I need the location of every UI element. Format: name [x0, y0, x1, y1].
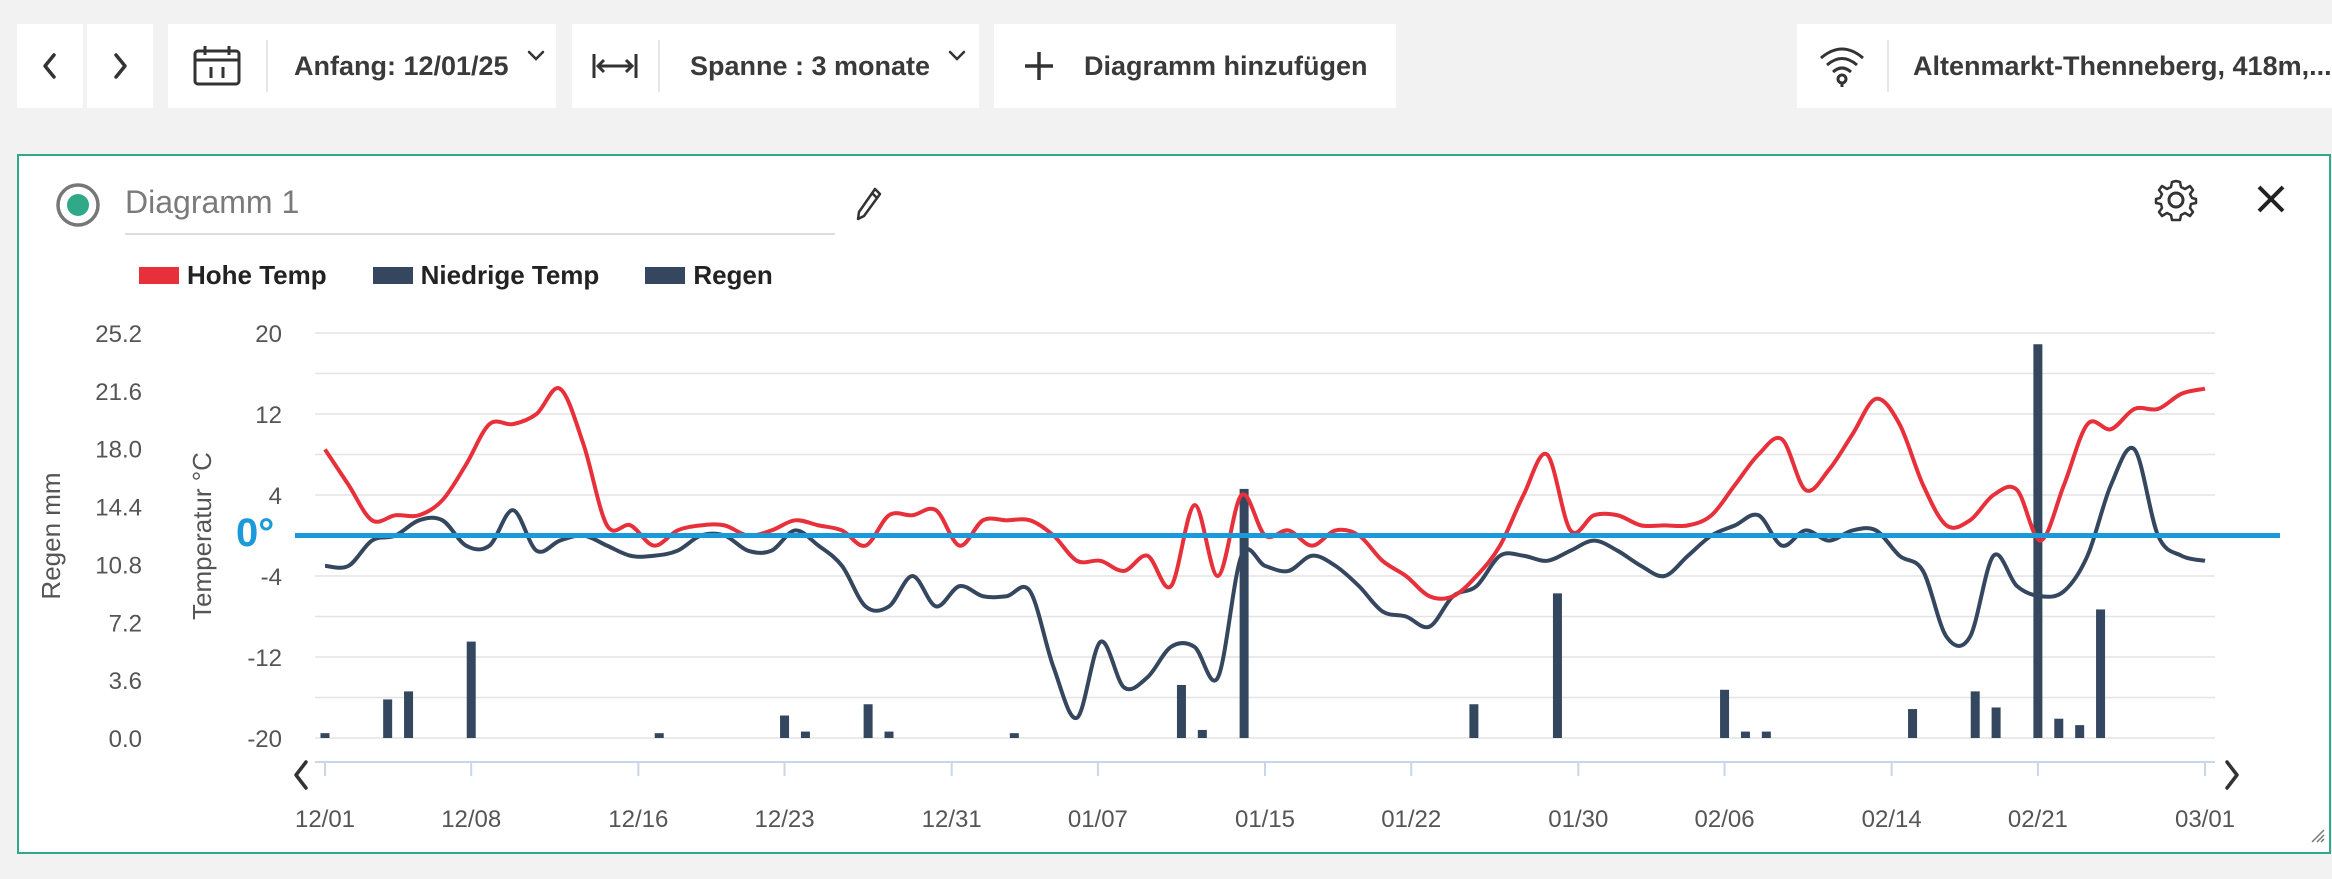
- legend-item-high[interactable]: Hohe Temp: [139, 260, 327, 291]
- close-icon[interactable]: [2256, 184, 2286, 219]
- divider: [658, 40, 660, 92]
- chart-panel: Diagramm 1 Hohe Temp Niedrige Temp Regen: [17, 154, 2331, 854]
- plus-icon: [994, 49, 1084, 83]
- legend-label-rain: Regen: [693, 260, 773, 290]
- settings-gear-icon[interactable]: [2154, 178, 2198, 227]
- chart-legend: Hohe Temp Niedrige Temp Regen: [139, 260, 819, 291]
- legend-item-low[interactable]: Niedrige Temp: [372, 260, 600, 291]
- calendar-icon: [168, 45, 266, 87]
- start-date-label: Anfang: 12/01/25: [294, 50, 509, 81]
- next-button[interactable]: [87, 24, 153, 108]
- legend-label-low: Niedrige Temp: [420, 260, 600, 290]
- divider: [1887, 40, 1889, 92]
- legend-item-rain[interactable]: Regen: [645, 260, 773, 291]
- span-label: Spanne : 3 monate: [690, 50, 931, 81]
- legend-label-high: Hohe Temp: [187, 260, 327, 290]
- legend-swatch-high: [139, 267, 179, 284]
- chevron-down-icon: [527, 50, 545, 62]
- pencil-icon[interactable]: [855, 186, 883, 227]
- station-selector[interactable]: Altenmarkt-Thenneberg, 418m,...: [1797, 24, 2332, 108]
- legend-swatch-rain: [645, 267, 686, 284]
- wifi-location-icon: [1797, 44, 1887, 88]
- scroll-left-arrow[interactable]: [294, 760, 308, 790]
- chevron-down-icon: [948, 50, 966, 62]
- span-picker[interactable]: Spanne : 3 monate: [572, 24, 979, 108]
- width-arrows-icon: [572, 51, 658, 81]
- chevron-right-icon: [110, 52, 130, 80]
- station-label: Altenmarkt-Thenneberg, 418m,...: [1913, 50, 2332, 81]
- resize-handle-icon[interactable]: [2309, 827, 2325, 848]
- chart-title-input[interactable]: Diagramm 1: [125, 184, 835, 235]
- chevron-left-icon: [40, 52, 60, 80]
- active-radio[interactable]: [55, 182, 101, 233]
- divider: [266, 40, 268, 92]
- add-chart-label: Diagramm hinzufügen: [1084, 50, 1368, 81]
- scroll-right-arrow[interactable]: [2225, 760, 2239, 790]
- prev-button[interactable]: [17, 24, 83, 108]
- start-date-picker[interactable]: Anfang: 12/01/25: [168, 24, 556, 108]
- add-chart-button[interactable]: Diagramm hinzufügen: [994, 24, 1396, 108]
- legend-swatch-low: [372, 267, 413, 284]
